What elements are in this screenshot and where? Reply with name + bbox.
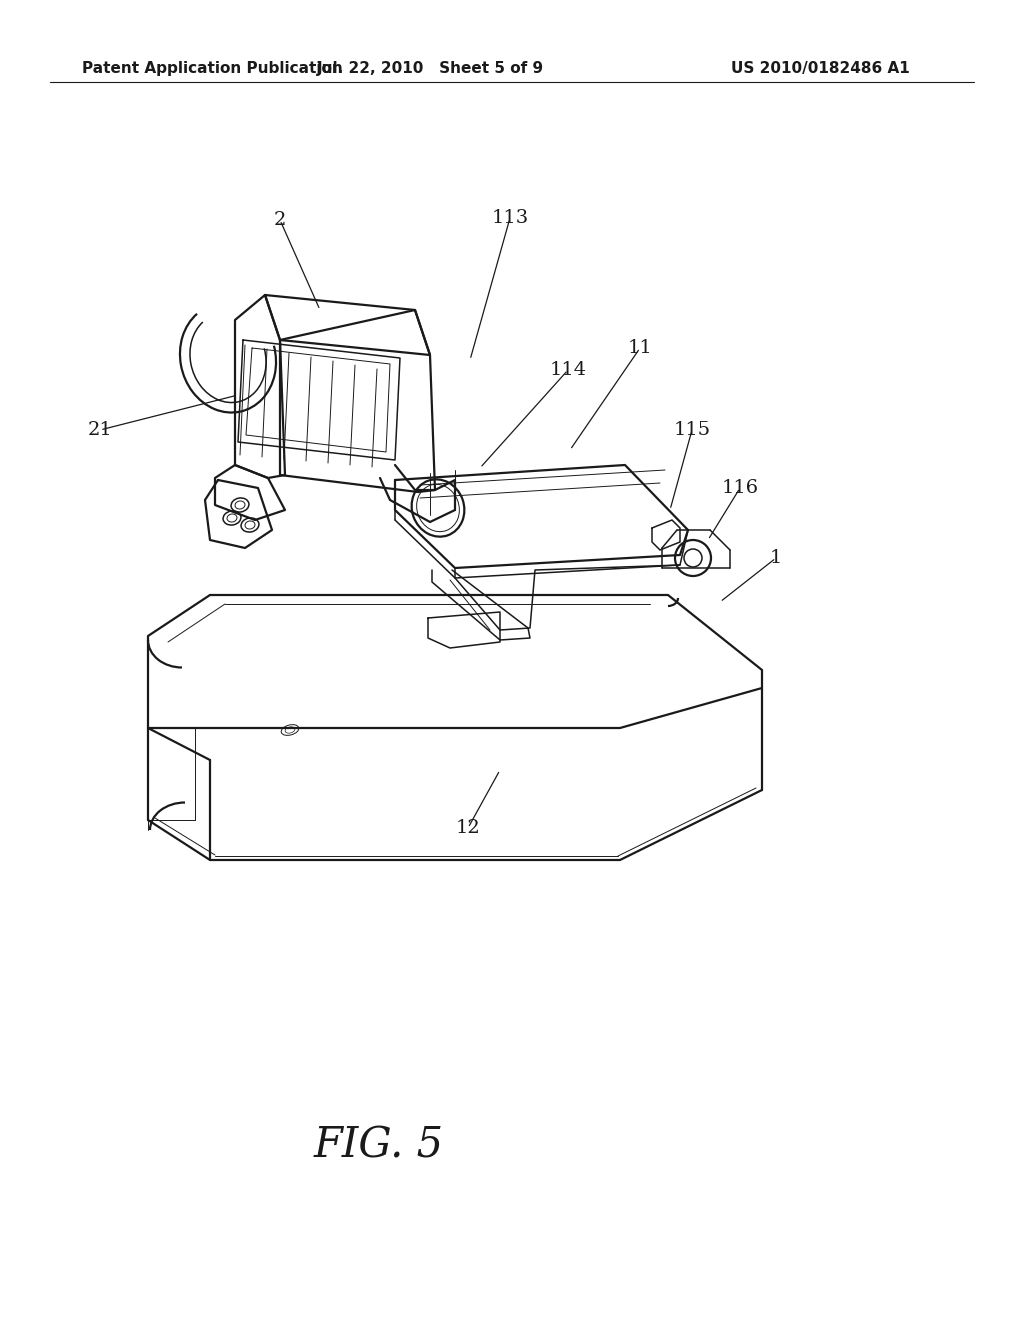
- Text: 21: 21: [88, 421, 113, 440]
- Text: Patent Application Publication: Patent Application Publication: [82, 61, 343, 75]
- Text: 1: 1: [770, 549, 782, 568]
- Text: 2: 2: [273, 211, 286, 228]
- Text: 12: 12: [456, 818, 480, 837]
- Text: 114: 114: [550, 360, 587, 379]
- Text: US 2010/0182486 A1: US 2010/0182486 A1: [731, 61, 909, 75]
- Text: 116: 116: [722, 479, 759, 498]
- Text: FIG. 5: FIG. 5: [313, 1125, 444, 1166]
- Text: Jul. 22, 2010   Sheet 5 of 9: Jul. 22, 2010 Sheet 5 of 9: [316, 61, 544, 75]
- Text: 11: 11: [628, 339, 652, 356]
- Text: 113: 113: [492, 209, 528, 227]
- Text: 115: 115: [674, 421, 711, 440]
